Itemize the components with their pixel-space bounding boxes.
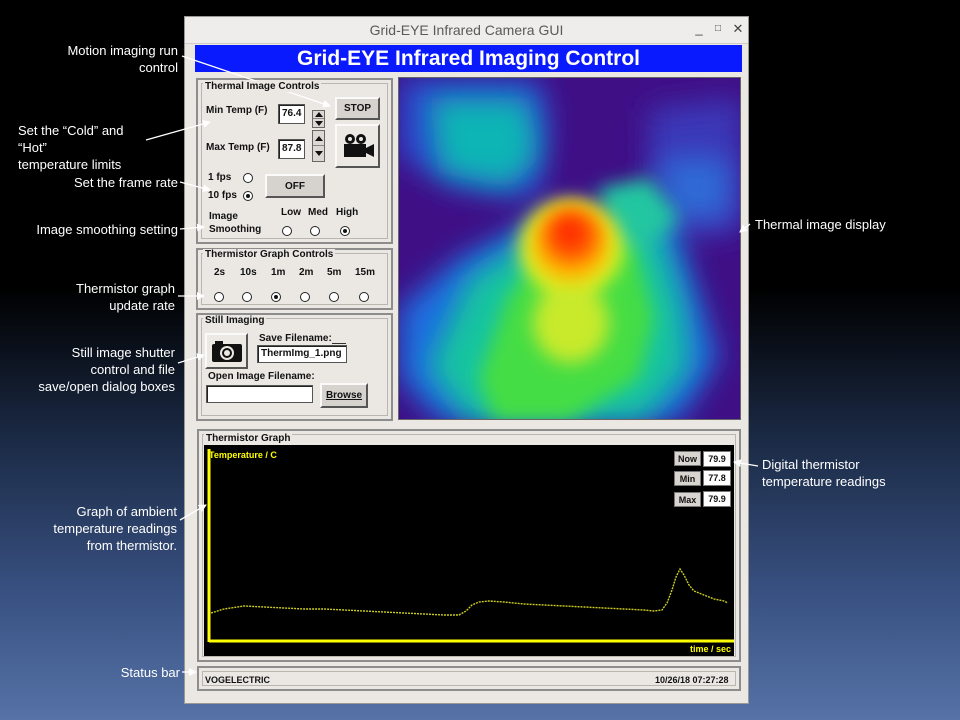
thermistor-graph-canvas: Temperature / C time / sec Now 79.9 Min … [204,445,734,656]
status-bar [197,666,741,691]
smoothing-low-radio[interactable] [282,226,292,236]
still-shutter-button[interactable] [205,333,248,369]
smoothing-med-label: Med [308,207,328,218]
thermal-image-canvas [399,78,740,419]
max-temp-spinner[interactable] [312,130,325,162]
smoothing-label-line2: Smoothing [209,224,262,235]
thermistor-graph-label: Thermistor Graph [204,433,293,444]
stop-button[interactable]: STOP [335,97,380,120]
window-title: Grid-EYE Infrared Camera GUI [369,22,564,38]
browse-button[interactable]: Browse [320,383,368,408]
min-temp-label: Min Temp (F) [206,105,268,116]
rate-5m-radio[interactable] [329,292,339,302]
callout-digital-readings: Digital thermistor temperature readings [762,457,886,489]
thermal-image-display [398,77,741,420]
callout-thermal-display: Thermal image display [755,217,886,232]
callout-frame-rate: Set the frame rate [73,175,178,190]
rate-2m-radio[interactable] [300,292,310,302]
rate-1m-label: 1m [271,267,286,278]
title-bar[interactable]: Grid-EYE Infrared Camera GUI _ □ ✕ [185,17,748,44]
fps-10-radio[interactable] [243,191,253,201]
spin-down-icon[interactable] [313,119,324,127]
spin-up-icon[interactable] [313,131,324,146]
thermal-controls-label: Thermal Image Controls [203,81,322,92]
now-readout-label: Now [674,451,701,466]
callout-status-bar: Status bar [120,665,180,680]
fps-option-1-label: 1 fps [208,172,232,183]
min-readout-label: Min [674,471,701,486]
smoothing-label-line1: Image [209,211,238,222]
callout-graph: Graph of ambient temperature readings from… [53,504,177,553]
rate-15m-radio[interactable] [359,292,369,302]
max-temp-input[interactable]: 87.8 [278,139,305,159]
fps-option-2-label: 10 fps [208,190,237,201]
callout-temp-limits: Set the “Cold” and “Hot” temperature limi… [18,123,124,172]
app-window: Grid-EYE Infrared Camera GUI _ □ ✕ Grid-… [184,16,749,704]
status-timestamp: 10/26/18 07:27:28 [655,675,729,685]
movie-camera-icon [343,134,374,157]
now-readout-value: 79.9 [703,451,731,467]
motion-imaging-button[interactable] [335,124,380,168]
still-camera-icon [211,341,242,362]
smoothing-med-radio[interactable] [310,226,320,236]
rate-2s-radio[interactable] [214,292,224,302]
smoothing-low-label: Low [281,207,301,218]
min-temp-spinner[interactable] [312,110,325,128]
spin-down-icon[interactable] [313,146,324,161]
app-banner: Grid-EYE Infrared Imaging Control [195,45,742,72]
save-filename-label: Save Filename: [259,333,332,344]
smoothing-high-radio[interactable] [340,226,350,236]
callout-still-imaging: Still image shutter control and file save/… [38,345,175,394]
graph-controls-label: Thermistor Graph Controls [203,249,336,260]
callout-smoothing: Image smoothing setting [36,222,178,237]
callout-graph-rate: Thermistor graph update rate [76,281,175,313]
thermistor-plot [207,449,734,643]
rate-1m-radio[interactable] [271,292,281,302]
rate-10s-label: 10s [240,267,257,278]
rate-2m-label: 2m [299,267,314,278]
open-filename-label: Open Image Filename: [208,371,315,382]
min-readout-value: 77.8 [703,470,731,486]
close-icon[interactable]: ✕ [732,21,744,36]
graph-x-label: time / sec [690,644,732,654]
max-readout-label: Max [674,492,701,507]
rate-10s-radio[interactable] [242,292,252,302]
rate-15m-label: 15m [355,267,376,278]
save-filename-underline [332,343,346,344]
rate-2s-label: 2s [214,267,226,278]
save-filename-input[interactable]: ThermImg_1.png [257,345,347,363]
minimize-icon[interactable]: _ [695,21,703,36]
status-left-text: VOGELECTRIC [205,675,271,685]
rate-5m-label: 5m [327,267,342,278]
smoothing-high-label: High [336,207,359,218]
max-readout-value: 79.9 [703,491,731,507]
spin-up-icon[interactable] [313,111,324,119]
min-temp-input[interactable]: 76.4 [278,104,305,124]
open-filename-input[interactable] [206,385,313,403]
off-button[interactable]: OFF [265,174,325,198]
maximize-icon[interactable]: □ [714,23,722,34]
callout-motion-control: Motion imaging run control [67,43,178,75]
still-imaging-label: Still Imaging [203,315,267,326]
max-temp-label: Max Temp (F) [206,142,270,153]
temperature-trace [210,567,729,616]
graph-y-label: Temperature / C [209,450,277,460]
fps-1-radio[interactable] [243,173,253,183]
